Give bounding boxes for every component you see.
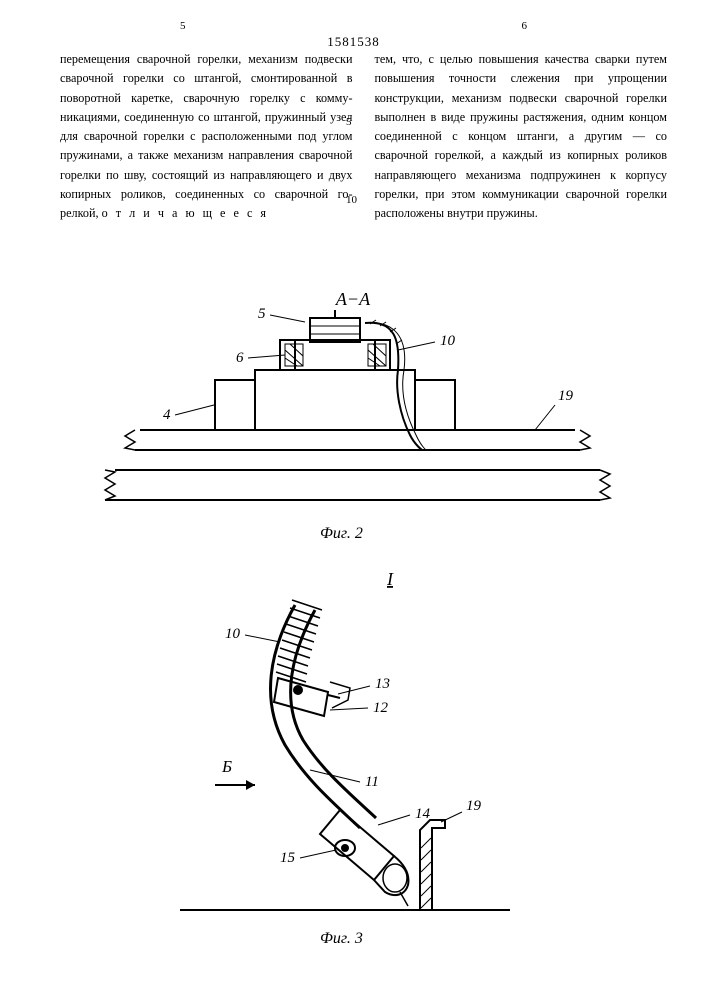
fig2-callout-19: 19 — [558, 388, 574, 404]
right-page-number: 6 — [522, 20, 528, 32]
fig3-title: I — [386, 569, 394, 589]
fig2-callout-10: 10 — [440, 333, 456, 349]
left-col-spaced: о т л и ч а ю щ е е с я — [102, 206, 269, 220]
left-col-text: перемещения сварочной горелки, меха­низм… — [60, 52, 353, 220]
fig3-callout-15: 15 — [280, 850, 296, 866]
fig2-title: A−A — [335, 289, 371, 309]
fig3-callout-14: 14 — [415, 806, 431, 822]
fig3-callout-12: 12 — [373, 700, 389, 716]
fig2-callout-6: 6 — [236, 350, 244, 366]
fig2-caption: Фиг. 2 — [320, 525, 363, 543]
fig3-callout-10: 10 — [225, 626, 241, 642]
page-header: 5 6 — [0, 20, 707, 32]
figure-3: I — [0, 560, 707, 960]
left-column: перемещения сварочной горелки, меха­низм… — [60, 50, 353, 223]
patent-number: 1581538 — [327, 34, 380, 50]
figure-2: A−A — [0, 280, 707, 550]
right-column: тем, что, с целью повышения качества сва… — [375, 50, 668, 223]
fig3-callout-11: 11 — [365, 774, 379, 790]
fig3-callout-B: Б — [221, 757, 232, 776]
fig3-callout-19: 19 — [466, 798, 482, 814]
left-page-number: 5 — [180, 20, 186, 32]
fig2-callout-4: 4 — [163, 407, 171, 423]
fig2-callout-5: 5 — [258, 306, 266, 322]
fig3-caption: Фиг. 3 — [320, 930, 363, 948]
text-body: перемещения сварочной горелки, меха­низм… — [60, 50, 667, 223]
fig3-callout-13: 13 — [375, 676, 390, 692]
